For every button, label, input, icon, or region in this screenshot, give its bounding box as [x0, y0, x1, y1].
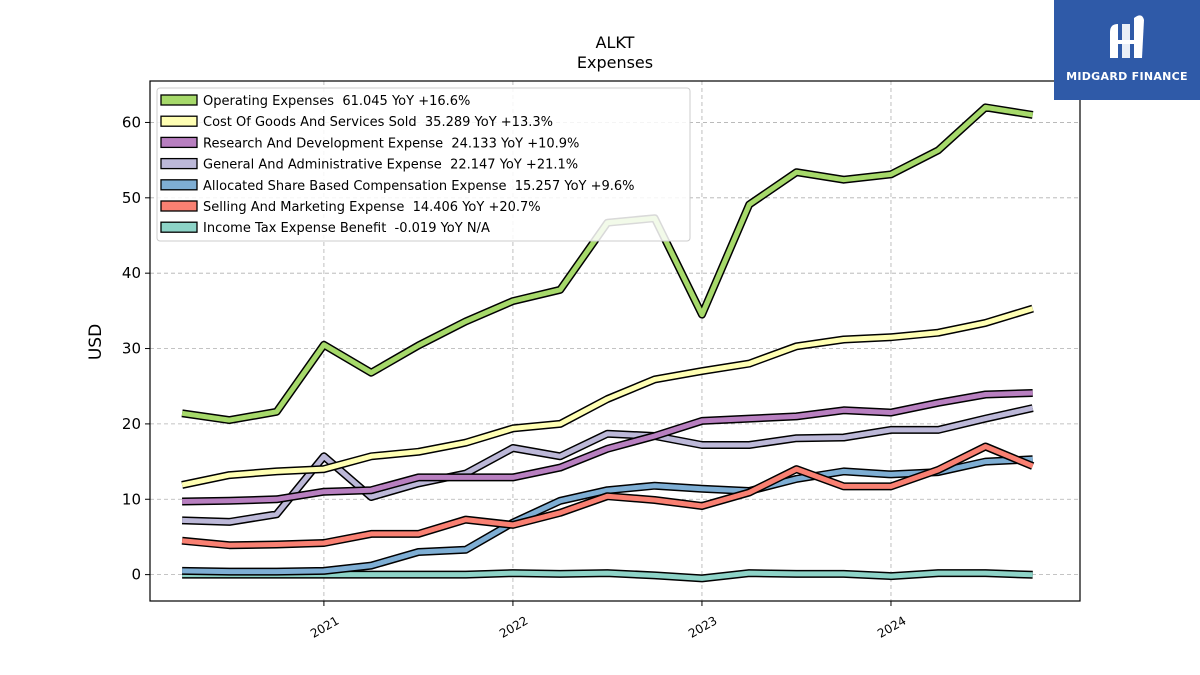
- y-tick-label: 20: [122, 415, 141, 433]
- y-axis: 0 10 20 30 40 50 60: [122, 113, 150, 584]
- x-tick-label: 2021: [308, 613, 341, 640]
- legend-entry: Income Tax Expense Benefit -0.019 YoY N/…: [203, 221, 490, 236]
- logo-mark-icon: [1110, 15, 1144, 58]
- y-tick-label: 0: [131, 566, 141, 584]
- legend-swatch: [160, 94, 198, 106]
- legend-swatch: [160, 200, 198, 212]
- y-axis-label: USD: [86, 324, 106, 360]
- legend-box: [156, 87, 691, 242]
- legend-entry: Operating Expenses 61.045 YoY +16.6%: [203, 94, 470, 109]
- series-line: [182, 390, 1033, 504]
- midgard-finance-logo: MIDGARD FINANCE: [1054, 0, 1200, 100]
- legend: Operating Expenses 61.045 YoY +16.6% Cost…: [156, 87, 691, 242]
- x-tick-label: 2024: [875, 613, 908, 640]
- logo-text: MIDGARD FINANCE: [1066, 70, 1188, 83]
- series-cost-of-goods-and-services-sold: [181, 304, 1034, 489]
- legend-swatch: [160, 157, 198, 170]
- y-tick-label: 50: [122, 189, 141, 207]
- series-allocated-share-based-compensation-expense: [182, 455, 1033, 576]
- series-line: [181, 306, 1034, 488]
- legend-entry: General And Administrative Expense 22.14…: [203, 158, 578, 173]
- series-layer: [181, 103, 1035, 583]
- series-research-and-development-expense: [182, 389, 1033, 506]
- series-general-and-administrative-expense: [181, 404, 1034, 526]
- x-tick-label: 2023: [686, 613, 719, 640]
- y-tick-label: 40: [122, 264, 141, 282]
- legend-entry: Research And Development Expense 24.133 …: [203, 136, 579, 151]
- series-line-outline: [181, 404, 1034, 526]
- series-line: [181, 444, 1034, 548]
- x-axis: 2021 2022 2023 2024: [308, 601, 908, 641]
- series-line: [182, 405, 1034, 525]
- series-selling-and-marketing-expense: [181, 442, 1035, 550]
- y-tick-label: 30: [122, 340, 141, 358]
- chart-title: ALKT: [596, 33, 635, 52]
- series-line: [182, 456, 1033, 575]
- legend-swatch: [160, 221, 198, 233]
- legend-swatch: [160, 136, 198, 149]
- legend-entry: Selling And Marketing Expense 14.406 YoY…: [203, 200, 541, 215]
- plot-frame: [149, 80, 1081, 602]
- legend-entry: Allocated Share Based Compensation Expen…: [203, 179, 635, 194]
- chart-subtitle: Expenses: [577, 53, 653, 72]
- x-tick-label: 2022: [497, 613, 530, 640]
- y-tick-label: 60: [122, 113, 141, 131]
- legend-swatch: [160, 115, 198, 127]
- y-tick-label: 10: [122, 490, 141, 508]
- legend-swatch: [160, 179, 198, 191]
- legend-entry: Cost Of Goods And Services Sold 35.289 Y…: [203, 115, 553, 130]
